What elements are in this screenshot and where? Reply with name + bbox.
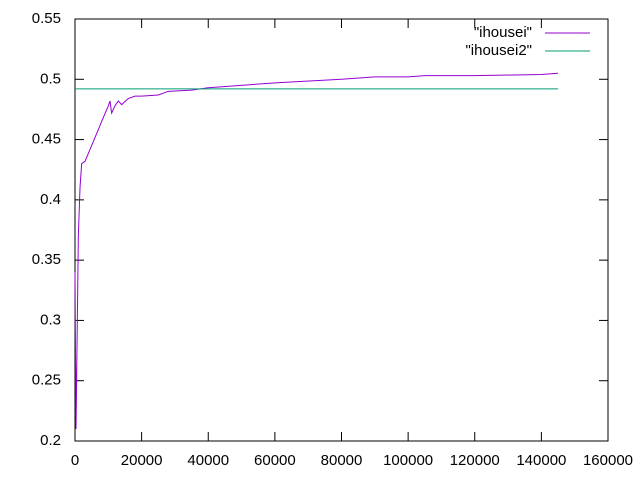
y-tick-label: 0.4 [40,191,61,208]
plot-border [74,18,609,442]
y-tick-label: 0.45 [32,131,61,148]
y-tick-label: 0.35 [32,251,61,268]
x-tick-label: 160000 [583,452,633,469]
x-tick-label: 140000 [516,452,566,469]
x-tick-label: 120000 [450,452,500,469]
legend-label: "ihousei" [474,24,532,41]
x-tick-label: 40000 [187,452,229,469]
legend-label: "ihousei2" [465,42,532,59]
y-tick-label: 0.3 [40,311,61,328]
x-tick-label: 0 [71,452,79,469]
y-tick-label: 0.2 [40,432,61,449]
series-line [74,72,559,429]
x-tick-label: 100000 [383,452,433,469]
y-tick-label: 0.55 [32,10,61,27]
x-tick-label: 20000 [121,452,163,469]
y-tick-label: 0.5 [40,70,61,87]
y-tick-label: 0.25 [32,372,61,389]
x-tick-label: 60000 [254,452,296,469]
x-tick-label: 80000 [321,452,363,469]
